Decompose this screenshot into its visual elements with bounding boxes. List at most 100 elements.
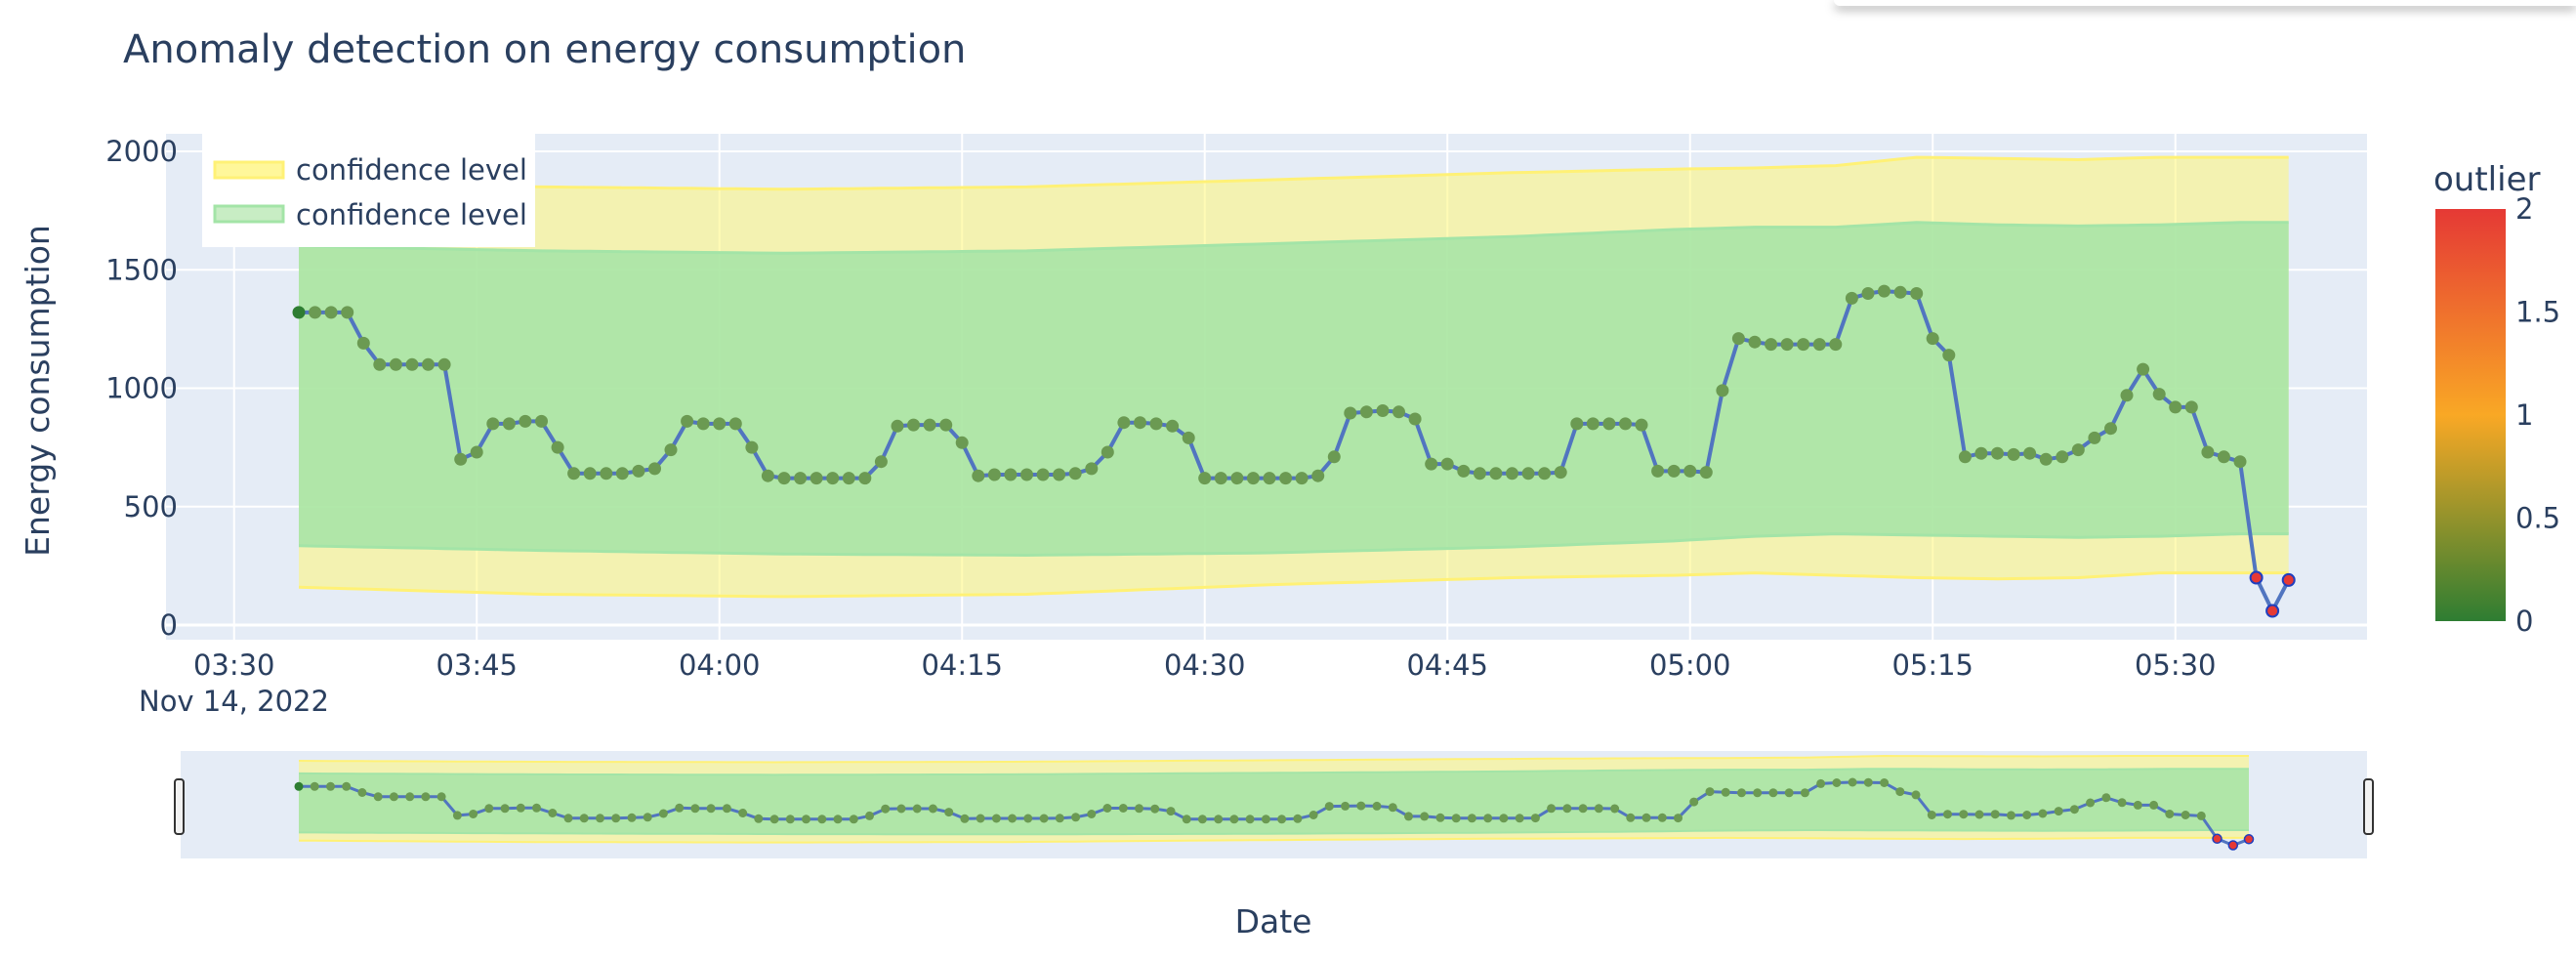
- data-point[interactable]: [486, 417, 500, 431]
- data-point[interactable]: [2088, 431, 2101, 444]
- data-point[interactable]: [874, 455, 888, 469]
- data-point[interactable]: [324, 306, 338, 319]
- data-point[interactable]: [987, 468, 1001, 481]
- data-point[interactable]: [292, 306, 306, 319]
- data-point[interactable]: [1182, 431, 1195, 444]
- data-point[interactable]: [1991, 446, 2004, 460]
- data-point[interactable]: [1829, 338, 1843, 352]
- data-point[interactable]: [373, 357, 387, 371]
- data-point[interactable]: [1473, 467, 1486, 480]
- data-point[interactable]: [842, 472, 855, 485]
- data-point[interactable]: [1166, 419, 1180, 433]
- data-point[interactable]: [1602, 417, 1616, 431]
- data-point[interactable]: [1279, 472, 1293, 485]
- data-point[interactable]: [1619, 417, 1632, 431]
- data-point[interactable]: [1246, 472, 1260, 485]
- data-point[interactable]: [1845, 291, 1858, 305]
- data-point[interactable]: [2233, 455, 2247, 469]
- data-point[interactable]: [1068, 467, 1082, 480]
- data-point[interactable]: [826, 472, 840, 485]
- data-point[interactable]: [1958, 450, 1972, 464]
- data-point[interactable]: [1683, 464, 1697, 478]
- data-point[interactable]: [1392, 405, 1405, 419]
- data-point[interactable]: [1214, 472, 1227, 485]
- data-point[interactable]: [454, 452, 468, 466]
- data-point[interactable]: [907, 418, 920, 432]
- data-point[interactable]: [502, 417, 516, 431]
- data-point[interactable]: [1861, 287, 1875, 300]
- data-point[interactable]: [1327, 450, 1341, 464]
- range-slider-handle-right[interactable]: [2363, 778, 2374, 835]
- data-point[interactable]: [422, 357, 435, 371]
- data-point[interactable]: [437, 357, 451, 371]
- data-point[interactable]: [713, 417, 727, 431]
- data-point[interactable]: [2152, 388, 2166, 401]
- data-point[interactable]: [664, 443, 678, 457]
- data-point[interactable]: [1457, 464, 1471, 478]
- data-point[interactable]: [1731, 332, 1745, 346]
- data-point[interactable]: [1004, 468, 1018, 481]
- data-point[interactable]: [810, 472, 823, 485]
- data-point[interactable]: [2056, 450, 2069, 464]
- data-point[interactable]: [519, 414, 532, 428]
- data-point[interactable]: [2007, 447, 2020, 461]
- data-point[interactable]: [681, 414, 694, 428]
- data-point[interactable]: [1134, 416, 1146, 430]
- data-point[interactable]: [1651, 464, 1665, 478]
- data-point[interactable]: [1570, 417, 1584, 431]
- data-point[interactable]: [632, 464, 645, 478]
- legend-item-yellow[interactable]: confidence level: [213, 153, 527, 187]
- data-point[interactable]: [1408, 412, 1422, 426]
- data-point[interactable]: [1263, 472, 1276, 485]
- range-slider[interactable]: [174, 751, 2374, 858]
- data-point[interactable]: [696, 417, 710, 431]
- data-point[interactable]: [1230, 472, 1244, 485]
- data-point-outlier[interactable]: [2249, 570, 2264, 585]
- data-point[interactable]: [405, 357, 419, 371]
- data-point[interactable]: [728, 417, 742, 431]
- data-point[interactable]: [761, 469, 774, 482]
- data-point[interactable]: [1295, 472, 1309, 485]
- data-point[interactable]: [1101, 445, 1114, 459]
- data-point[interactable]: [1780, 338, 1794, 352]
- data-point[interactable]: [389, 357, 402, 371]
- data-point[interactable]: [1359, 405, 1373, 419]
- data-point[interactable]: [1036, 468, 1050, 481]
- data-point[interactable]: [2039, 452, 2053, 466]
- range-slider-handle-left[interactable]: [174, 778, 185, 835]
- data-point[interactable]: [2023, 446, 2037, 460]
- data-point[interactable]: [2169, 400, 2182, 414]
- data-point[interactable]: [1797, 338, 1810, 352]
- legend-item-green[interactable]: confidence level: [213, 198, 527, 231]
- data-point[interactable]: [2217, 450, 2230, 464]
- data-point[interactable]: [1198, 472, 1212, 485]
- data-point[interactable]: [1344, 406, 1357, 420]
- data-point[interactable]: [939, 418, 953, 432]
- data-point[interactable]: [1117, 416, 1131, 430]
- data-point[interactable]: [615, 467, 629, 480]
- data-point[interactable]: [1635, 418, 1648, 432]
- data-point[interactable]: [2120, 389, 2134, 402]
- data-point[interactable]: [1085, 462, 1099, 476]
- data-point[interactable]: [745, 440, 759, 454]
- data-point[interactable]: [2071, 443, 2085, 457]
- data-point[interactable]: [2201, 445, 2215, 459]
- data-point[interactable]: [1311, 469, 1325, 482]
- data-point[interactable]: [1765, 338, 1778, 352]
- data-point[interactable]: [535, 414, 548, 428]
- data-point[interactable]: [1878, 284, 1890, 298]
- data-point[interactable]: [1554, 466, 1567, 480]
- data-point[interactable]: [1974, 446, 1988, 460]
- data-point[interactable]: [309, 306, 322, 319]
- data-point[interactable]: [891, 419, 904, 433]
- data-point[interactable]: [1506, 467, 1518, 480]
- data-point[interactable]: [470, 445, 483, 459]
- data-point[interactable]: [551, 440, 564, 454]
- data-point[interactable]: [1425, 457, 1438, 471]
- data-point[interactable]: [2104, 422, 2117, 436]
- data-point[interactable]: [1926, 332, 1939, 346]
- data-point[interactable]: [1748, 335, 1762, 349]
- data-point[interactable]: [858, 472, 872, 485]
- data-point[interactable]: [600, 467, 613, 480]
- data-point[interactable]: [1893, 285, 1907, 299]
